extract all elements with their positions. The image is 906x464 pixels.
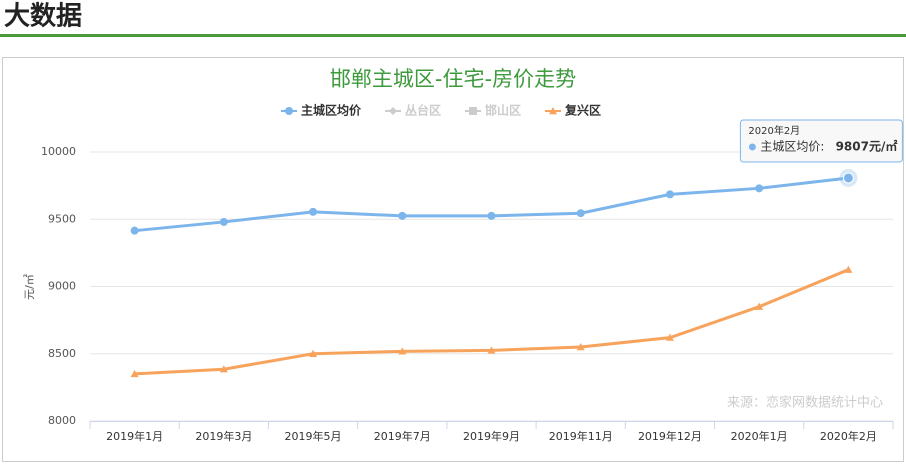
tooltip-value: 9807元/㎡ xyxy=(836,138,898,153)
data-point xyxy=(665,190,674,199)
legend-marker xyxy=(285,107,293,115)
legend-label: 丛台区 xyxy=(405,103,441,118)
data-point xyxy=(755,184,764,193)
header-rule xyxy=(0,34,906,37)
data-point xyxy=(398,347,407,355)
x-tick-label: 2019年7月 xyxy=(374,429,431,443)
x-tick-label: 2019年3月 xyxy=(195,429,252,443)
legend-marker xyxy=(389,107,397,115)
tooltip-label: 主城区均价: xyxy=(760,139,824,153)
data-point xyxy=(309,349,318,357)
data-point xyxy=(219,365,228,373)
y-tick-label: 8000 xyxy=(48,414,76,427)
y-axis-label: 元/㎡ xyxy=(23,274,36,300)
y-tick-label: 9000 xyxy=(48,280,76,293)
tooltip-dot xyxy=(748,143,756,151)
data-point xyxy=(130,226,139,235)
data-point xyxy=(398,211,407,220)
data-point xyxy=(576,343,585,351)
x-tick-label: 2019年5月 xyxy=(285,429,342,443)
y-tick-label: 9500 xyxy=(48,212,76,225)
data-point xyxy=(130,369,139,378)
legend-item[interactable]: 邯山区 xyxy=(465,103,521,118)
data-point xyxy=(487,346,496,354)
tooltip-title: 2020年2月 xyxy=(748,124,800,137)
data-point xyxy=(665,333,674,341)
data-point xyxy=(576,209,585,218)
legend-item[interactable]: 主城区均价 xyxy=(281,103,362,118)
legend-label: 邯山区 xyxy=(485,103,521,118)
page-title: 大数据 xyxy=(4,2,82,32)
x-tick-label: 2019年1月 xyxy=(106,429,163,443)
source-note: 来源：恋家网数据统计中心 xyxy=(727,395,883,411)
legend-marker xyxy=(469,107,477,115)
data-point xyxy=(755,302,764,310)
x-tick-label: 2019年9月 xyxy=(463,429,520,443)
legend-item[interactable]: 复兴区 xyxy=(545,103,601,118)
y-tick-label: 8500 xyxy=(48,347,76,360)
chart-title: 邯郸主城区-住宅-房价走势 xyxy=(330,67,576,91)
legend-item[interactable]: 丛台区 xyxy=(385,103,441,118)
hover-point xyxy=(842,172,854,184)
x-tick-label: 2019年11月 xyxy=(549,429,613,443)
legend-label: 主城区均价 xyxy=(301,103,362,118)
y-tick-label: 10000 xyxy=(41,145,76,158)
data-point xyxy=(219,217,228,226)
x-tick-label: 2020年1月 xyxy=(731,429,788,443)
legend-marker xyxy=(549,107,557,115)
x-tick-label: 2019年12月 xyxy=(638,429,702,443)
legend-label: 复兴区 xyxy=(564,103,601,118)
x-tick-label: 2020年2月 xyxy=(820,429,877,443)
data-point xyxy=(487,211,496,220)
data-point xyxy=(309,207,318,216)
data-point xyxy=(844,265,853,273)
tooltip-box xyxy=(739,119,903,163)
